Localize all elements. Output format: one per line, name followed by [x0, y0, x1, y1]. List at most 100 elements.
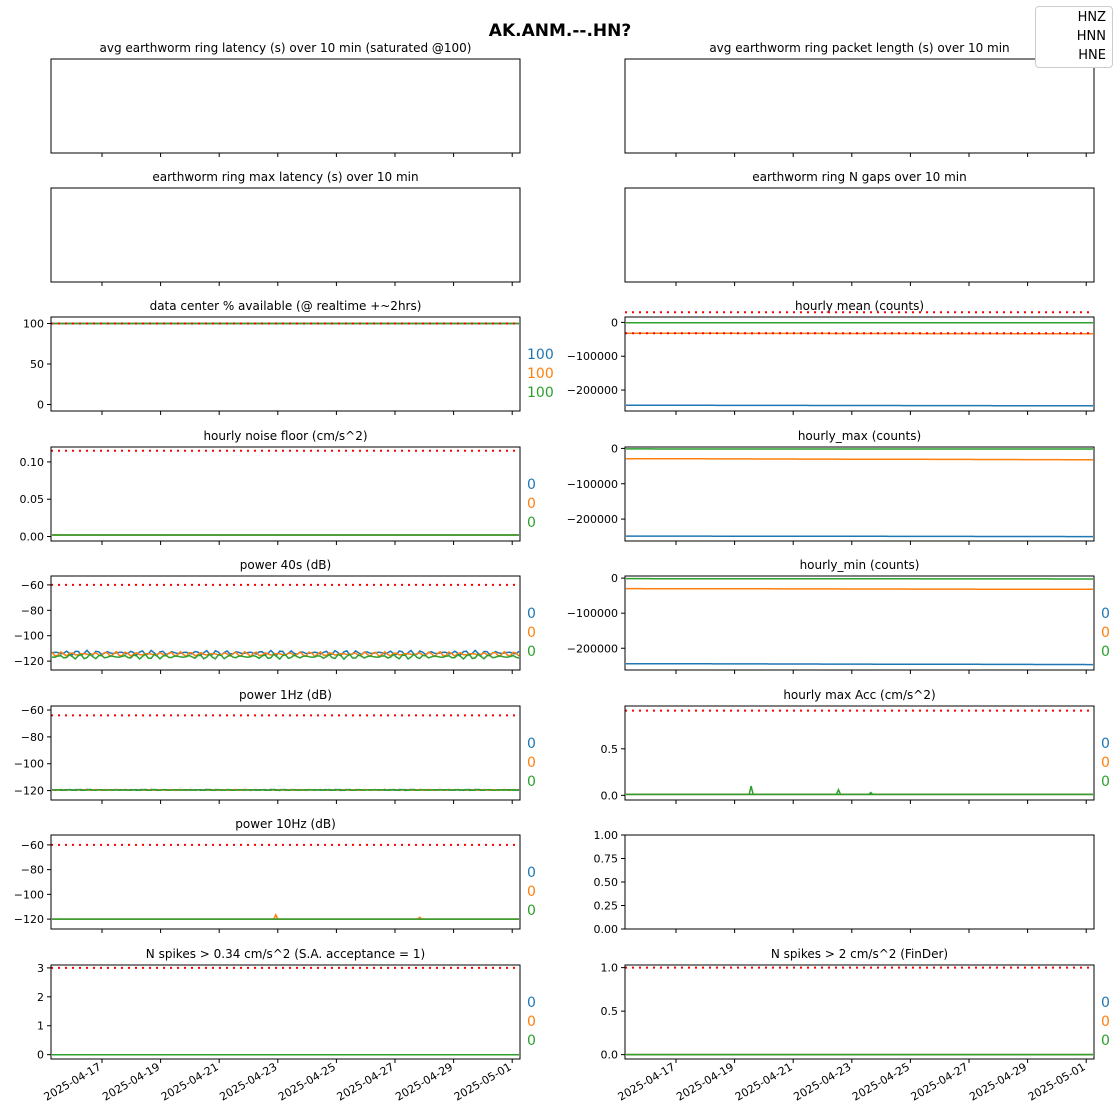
x-tick-label: 2025-04-23 — [217, 1060, 279, 1103]
panel-title-p1: avg earthworm ring latency (s) over 10 m… — [100, 41, 472, 55]
y-tick-label: −200000 — [567, 384, 618, 397]
axes-frame-p12 — [624, 705, 1095, 801]
x-tick-label: 2025-04-23 — [791, 1060, 853, 1103]
panels: avg earthworm ring latency (s) over 10 m… — [14, 41, 1110, 1104]
series-line-hne — [52, 788, 520, 792]
panel-title-p12: hourly max Acc (cm/s^2) — [783, 688, 935, 702]
side-value-hne: 0 — [527, 774, 536, 790]
panel-title-p5: data center % available (@ realtime +~2h… — [150, 299, 422, 313]
side-value-hnz: 100 — [527, 347, 554, 363]
side-value-hnn: 0 — [527, 884, 536, 900]
y-tick-label: 1 — [37, 1020, 44, 1033]
y-tick-label: −200000 — [567, 642, 618, 655]
y-tick-label: 0.50 — [594, 876, 619, 889]
y-tick-label: −60 — [21, 579, 44, 592]
side-value-hnn: 0 — [1101, 755, 1110, 771]
axes-frame-p15 — [50, 964, 521, 1060]
axes-frame-p6 — [624, 316, 1095, 412]
series-spike-hne — [748, 785, 754, 795]
panel-title-p8: hourly_max (counts) — [798, 429, 921, 443]
side-value-hne: 0 — [527, 903, 536, 919]
y-tick-label: −80 — [21, 731, 44, 744]
axes-frame-p13 — [50, 834, 521, 930]
axes-frame-p5 — [50, 316, 521, 412]
x-tick-label: 2025-04-29 — [393, 1060, 455, 1103]
axes-frame-p3 — [50, 187, 521, 283]
y-tick-label: 0.25 — [594, 900, 619, 913]
side-value-hnn: 0 — [527, 755, 536, 771]
panel-title-p16: N spikes > 2 cm/s^2 (FinDer) — [771, 947, 948, 961]
side-value-hnz: 0 — [1101, 995, 1110, 1011]
figure-title: AK.ANM.--.HN? — [489, 21, 631, 41]
series-spike-hnn — [273, 912, 279, 920]
y-tick-label: 0 — [37, 1049, 44, 1062]
panel-p16: N spikes > 2 cm/s^2 (FinDer) 1.0 0.5 0.0 0 0 0… — [601, 947, 1110, 1104]
panel-title-p6: hourly mean (counts) — [795, 299, 924, 313]
y-tick-label: 0.05 — [20, 493, 45, 506]
y-tick-label: 2 — [37, 991, 44, 1004]
x-tick-label: 2025-04-25 — [276, 1060, 338, 1103]
panel-p2: avg earthworm ring packet length (s) ove… — [624, 41, 1095, 157]
side-value-hne: 0 — [527, 1033, 536, 1049]
series-line-hnz — [626, 535, 1093, 538]
y-tick-label: 0 — [611, 442, 618, 455]
y-tick-label: 1.0 — [601, 962, 619, 975]
side-value-hnz: 0 — [527, 995, 536, 1011]
x-tick-label: 2025-04-25 — [850, 1060, 912, 1103]
panel-p6: hourly mean (counts) 0 −100000 −200000 — [567, 299, 1095, 415]
x-tick-label: 2025-04-27 — [335, 1060, 397, 1103]
y-tick-label: 0.5 — [601, 743, 619, 756]
y-tick-label: −100000 — [567, 350, 618, 363]
axes-frame-p14 — [624, 834, 1095, 930]
side-value-hnn: 100 — [527, 366, 554, 382]
y-tick-label: 3 — [37, 962, 44, 975]
panel-title-p11: power 1Hz (dB) — [239, 688, 332, 702]
y-tick-label: −120 — [14, 785, 44, 798]
x-tick-label: 2025-04-29 — [967, 1060, 1029, 1103]
series-line-hnn — [626, 457, 1093, 461]
panel-p5: data center % available (@ realtime +~2h… — [23, 299, 554, 415]
series-line-hnn — [626, 587, 1093, 591]
side-value-hnz: 0 — [527, 477, 536, 493]
y-tick-label: −120 — [14, 913, 44, 926]
side-value-hnn: 0 — [527, 625, 536, 641]
side-value-hne: 100 — [527, 385, 554, 401]
legend-entry-hnz: HNZ — [1077, 10, 1106, 25]
y-tick-label: −120 — [14, 655, 44, 668]
axes-frame-p11 — [50, 705, 521, 801]
panel-p12: hourly max Acc (cm/s^2) 0.5 0.0 0 0 0 — [601, 688, 1110, 804]
side-value-hnz: 0 — [527, 865, 536, 881]
side-value-hnn: 0 — [527, 496, 536, 512]
side-value-hne: 0 — [1101, 774, 1110, 790]
axes-frame-p1 — [50, 58, 521, 154]
panel-p9: power 40s (dB) −60 −80 −100 −120 0 0 0 — [14, 558, 536, 674]
side-value-hnn: 0 — [527, 1014, 536, 1030]
legend-entry-hnn: HNN — [1076, 29, 1106, 44]
panel-title-p15: N spikes > 0.34 cm/s^2 (S.A. acceptance … — [146, 947, 425, 961]
axes-frame-p10 — [624, 575, 1095, 671]
series-line-hnz — [626, 404, 1093, 407]
panel-title-p2: avg earthworm ring packet length (s) ove… — [709, 41, 1009, 55]
y-tick-label: 0 — [37, 399, 44, 412]
y-tick-label: −100 — [14, 888, 44, 901]
x-tick-label: 2025-05-01 — [452, 1060, 514, 1103]
y-tick-label: −100 — [14, 630, 44, 643]
x-tick-label: 2025-04-21 — [733, 1060, 795, 1103]
side-value-hnz: 0 — [527, 606, 536, 622]
panel-p15: N spikes > 0.34 cm/s^2 (S.A. acceptance … — [37, 947, 536, 1104]
series-spike-hne — [868, 791, 874, 795]
axes-frame-p8 — [624, 446, 1095, 542]
axes-frame-p2 — [624, 58, 1095, 154]
side-value-hne: 0 — [1101, 1033, 1110, 1049]
side-value-hnz: 0 — [1101, 606, 1110, 622]
y-tick-label: −100000 — [567, 478, 618, 491]
series-line-hne — [51, 653, 520, 661]
x-tick-label: 2025-05-01 — [1026, 1060, 1088, 1103]
x-tick-label: 2025-04-19 — [100, 1060, 162, 1103]
side-value-hne: 0 — [1101, 644, 1110, 660]
y-tick-label: 1.00 — [594, 829, 619, 842]
y-tick-label: 50 — [30, 358, 44, 371]
y-tick-label: 0.00 — [594, 923, 619, 936]
x-tick-label: 2025-04-21 — [159, 1060, 221, 1103]
side-value-hne: 0 — [527, 644, 536, 660]
